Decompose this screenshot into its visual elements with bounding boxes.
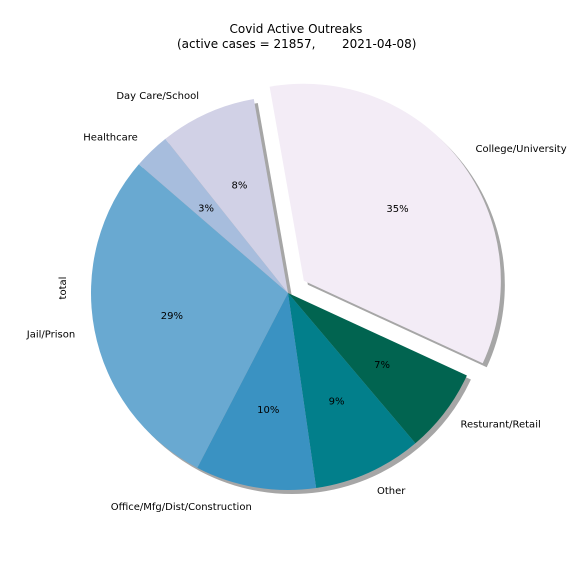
pct-label-day-care-school: 8%: [231, 181, 247, 192]
slice-college-university: [269, 83, 501, 364]
slice-resturant-retail: [288, 293, 467, 444]
slice-jail-prison: [90, 164, 288, 468]
pie-slices: [90, 83, 501, 491]
category-label-office-mfg-dist-construction: Office/Mfg/Dist/Construction: [111, 502, 252, 513]
chart-title: Covid Active Outreaks: [230, 22, 363, 36]
category-label-jail-prison: Jail/Prison: [26, 329, 75, 340]
slice-day-care-school: [165, 98, 288, 294]
pct-label-resturant-retail: 7%: [374, 360, 390, 371]
slice-other: [288, 293, 416, 488]
category-label-other: Other: [377, 486, 406, 497]
y-axis-label: total: [58, 277, 69, 300]
pct-label-office-mfg-dist-construction: 10%: [257, 405, 279, 416]
slice-healthcare: [138, 138, 288, 293]
chart-subtitle-prefix: (active cases = 21857,: [177, 37, 315, 51]
pct-label-jail-prison: 29%: [161, 311, 183, 322]
category-label-college-university: College/University: [476, 144, 567, 155]
category-label-resturant-retail: Resturant/Retail: [461, 420, 541, 431]
chart-subtitle-date: 2021-04-08): [342, 37, 416, 51]
pct-label-other: 9%: [329, 396, 345, 407]
pct-label-college-university: 35%: [386, 204, 408, 215]
pie-labels: 35% College/University 7% Resturant/Retail 9…: [26, 91, 567, 513]
slice-office-mfg-dist-construction: [197, 293, 317, 491]
category-label-day-care-school: Day Care/School: [116, 91, 199, 102]
pct-label-healthcare: 3%: [198, 203, 214, 214]
category-label-healthcare: Healthcare: [83, 132, 138, 143]
